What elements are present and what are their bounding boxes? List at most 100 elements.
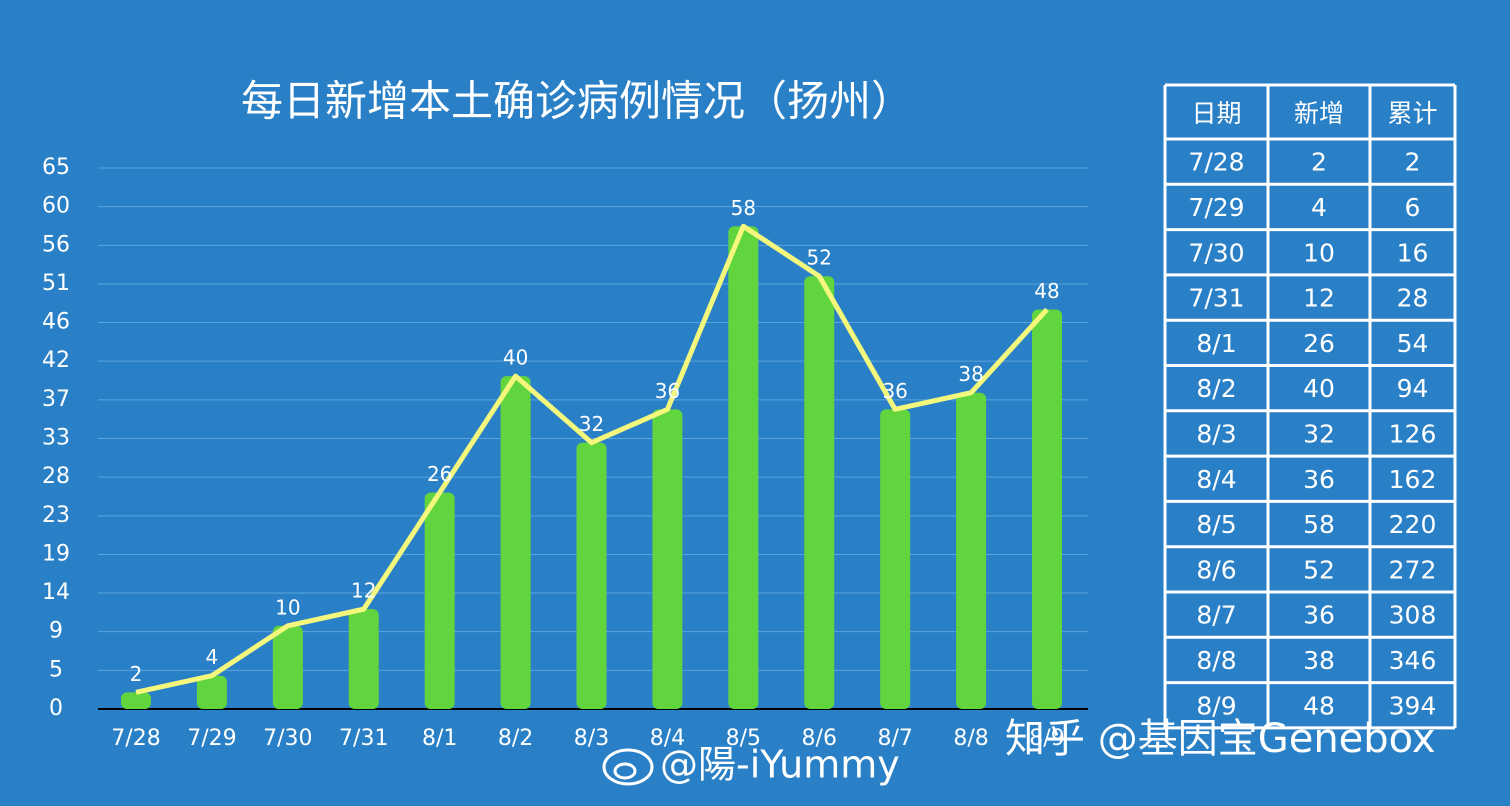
y-tick-label: 14 — [42, 580, 70, 605]
y-tick-label: 9 — [49, 619, 63, 644]
bar — [196, 675, 227, 709]
data-label: 2 — [130, 662, 143, 686]
bar — [272, 625, 303, 709]
data-label: 40 — [503, 346, 528, 370]
y-tick-label: 0 — [49, 696, 63, 721]
data-label: 52 — [807, 246, 832, 270]
table-cell: 36 — [1303, 601, 1335, 630]
table-cell: 8/4 — [1196, 465, 1236, 494]
bar — [1032, 309, 1062, 709]
y-tick-label: 37 — [42, 387, 70, 412]
table-cell: 8/7 — [1196, 601, 1236, 630]
table-cell: 12 — [1303, 284, 1335, 313]
data-label: 32 — [579, 412, 604, 436]
bar — [348, 609, 379, 709]
x-tick-label: 8/7 — [877, 726, 912, 751]
table-cell: 16 — [1397, 238, 1429, 267]
table-cell: 162 — [1389, 465, 1437, 494]
y-tick-label: 60 — [42, 194, 70, 219]
data-label: 38 — [958, 362, 983, 386]
bar — [652, 409, 683, 709]
table-cell: 28 — [1397, 284, 1429, 313]
x-tick-label: 8/1 — [422, 726, 457, 751]
table-cell: 38 — [1303, 646, 1335, 675]
bar — [576, 442, 607, 709]
bar — [121, 692, 151, 709]
table-cell: 126 — [1389, 419, 1437, 448]
x-tick-label: 8/5 — [726, 726, 761, 751]
y-tick-label: 23 — [42, 503, 70, 528]
table-header: 新增 — [1294, 99, 1344, 128]
data-label: 36 — [655, 379, 680, 403]
table-cell: 308 — [1389, 601, 1437, 630]
table-cell: 2 — [1311, 148, 1327, 177]
table-cell: 10 — [1303, 238, 1335, 267]
data-table: 日期 新增 累计 7/28 2 2 7/29 4 6 7/30 10 16 7/31 12 28 8/1 26 5… — [1163, 83, 1457, 730]
y-tick-label: 46 — [42, 310, 70, 335]
table-cell: 26 — [1303, 329, 1335, 358]
data-label: 58 — [731, 196, 756, 220]
table-cell: 7/28 — [1188, 148, 1244, 177]
table-cell: 54 — [1397, 329, 1429, 358]
y-tick-label: 5 — [49, 657, 63, 682]
table-header: 日期 — [1191, 99, 1241, 128]
x-tick-label: 7/28 — [111, 726, 160, 751]
table-cell: 52 — [1303, 555, 1335, 584]
bar — [500, 376, 531, 709]
trend-line — [135, 223, 1049, 695]
table-cell: 7/29 — [1188, 193, 1244, 222]
data-label: 10 — [275, 595, 300, 619]
bar — [804, 276, 835, 709]
data-label: 36 — [882, 379, 907, 403]
weibo-icon — [602, 748, 654, 786]
table-cell: 58 — [1303, 510, 1335, 539]
y-tick-label: 42 — [42, 348, 70, 373]
table-cell: 8/8 — [1196, 646, 1236, 675]
x-tick-label: 8/6 — [802, 726, 837, 751]
chart-title: 每日新增本土确诊病例情况（扬州） — [241, 77, 913, 126]
table-cell: 8/3 — [1196, 419, 1236, 448]
x-tick-label: 8/3 — [574, 726, 609, 751]
x-tick-label: 7/31 — [339, 726, 388, 751]
table-cell: 7/30 — [1188, 238, 1244, 267]
table-cell: 4 — [1311, 193, 1327, 222]
table-cell: 2 — [1405, 148, 1421, 177]
table-cell: 6 — [1405, 193, 1421, 222]
table-cell: 8/5 — [1196, 510, 1236, 539]
table-header: 累计 — [1387, 99, 1437, 128]
table-cell: 32 — [1303, 419, 1335, 448]
data-label: 4 — [206, 645, 219, 669]
y-tick-label: 56 — [42, 232, 70, 257]
y-tick-label: 28 — [42, 464, 70, 489]
table-cell: 8/1 — [1196, 329, 1236, 358]
bar — [728, 226, 759, 709]
bar — [880, 409, 911, 709]
y-tick-label: 51 — [42, 271, 70, 296]
watermark: @陽-iYummy — [660, 743, 900, 787]
table-cell: 8/6 — [1196, 555, 1236, 584]
table-cell: 220 — [1389, 510, 1437, 539]
table-cell: 8/9 — [1196, 691, 1236, 720]
table-cell: 48 — [1303, 691, 1335, 720]
bar — [424, 492, 455, 709]
data-label: 12 — [351, 579, 376, 603]
data-label: 26 — [427, 462, 452, 486]
x-tick-label: 7/29 — [187, 726, 236, 751]
table-cell: 7/31 — [1188, 284, 1244, 313]
y-tick-label: 33 — [42, 426, 70, 451]
x-tick-label: 8/2 — [498, 726, 533, 751]
table-cell: 346 — [1389, 646, 1437, 675]
watermark: 知乎 @基因宝Genebox — [1005, 716, 1436, 762]
y-tick-label: 65 — [42, 155, 70, 180]
table-cell: 40 — [1303, 374, 1335, 403]
data-label: 48 — [1034, 279, 1059, 303]
table-cell: 272 — [1389, 555, 1437, 584]
x-tick-label: 8/4 — [650, 726, 685, 751]
table-cell: 8/2 — [1196, 374, 1236, 403]
x-tick-label: 8/9 — [1029, 726, 1064, 751]
table-cell: 94 — [1397, 374, 1429, 403]
table-cell: 36 — [1303, 465, 1335, 494]
x-tick-label: 8/8 — [953, 726, 988, 751]
